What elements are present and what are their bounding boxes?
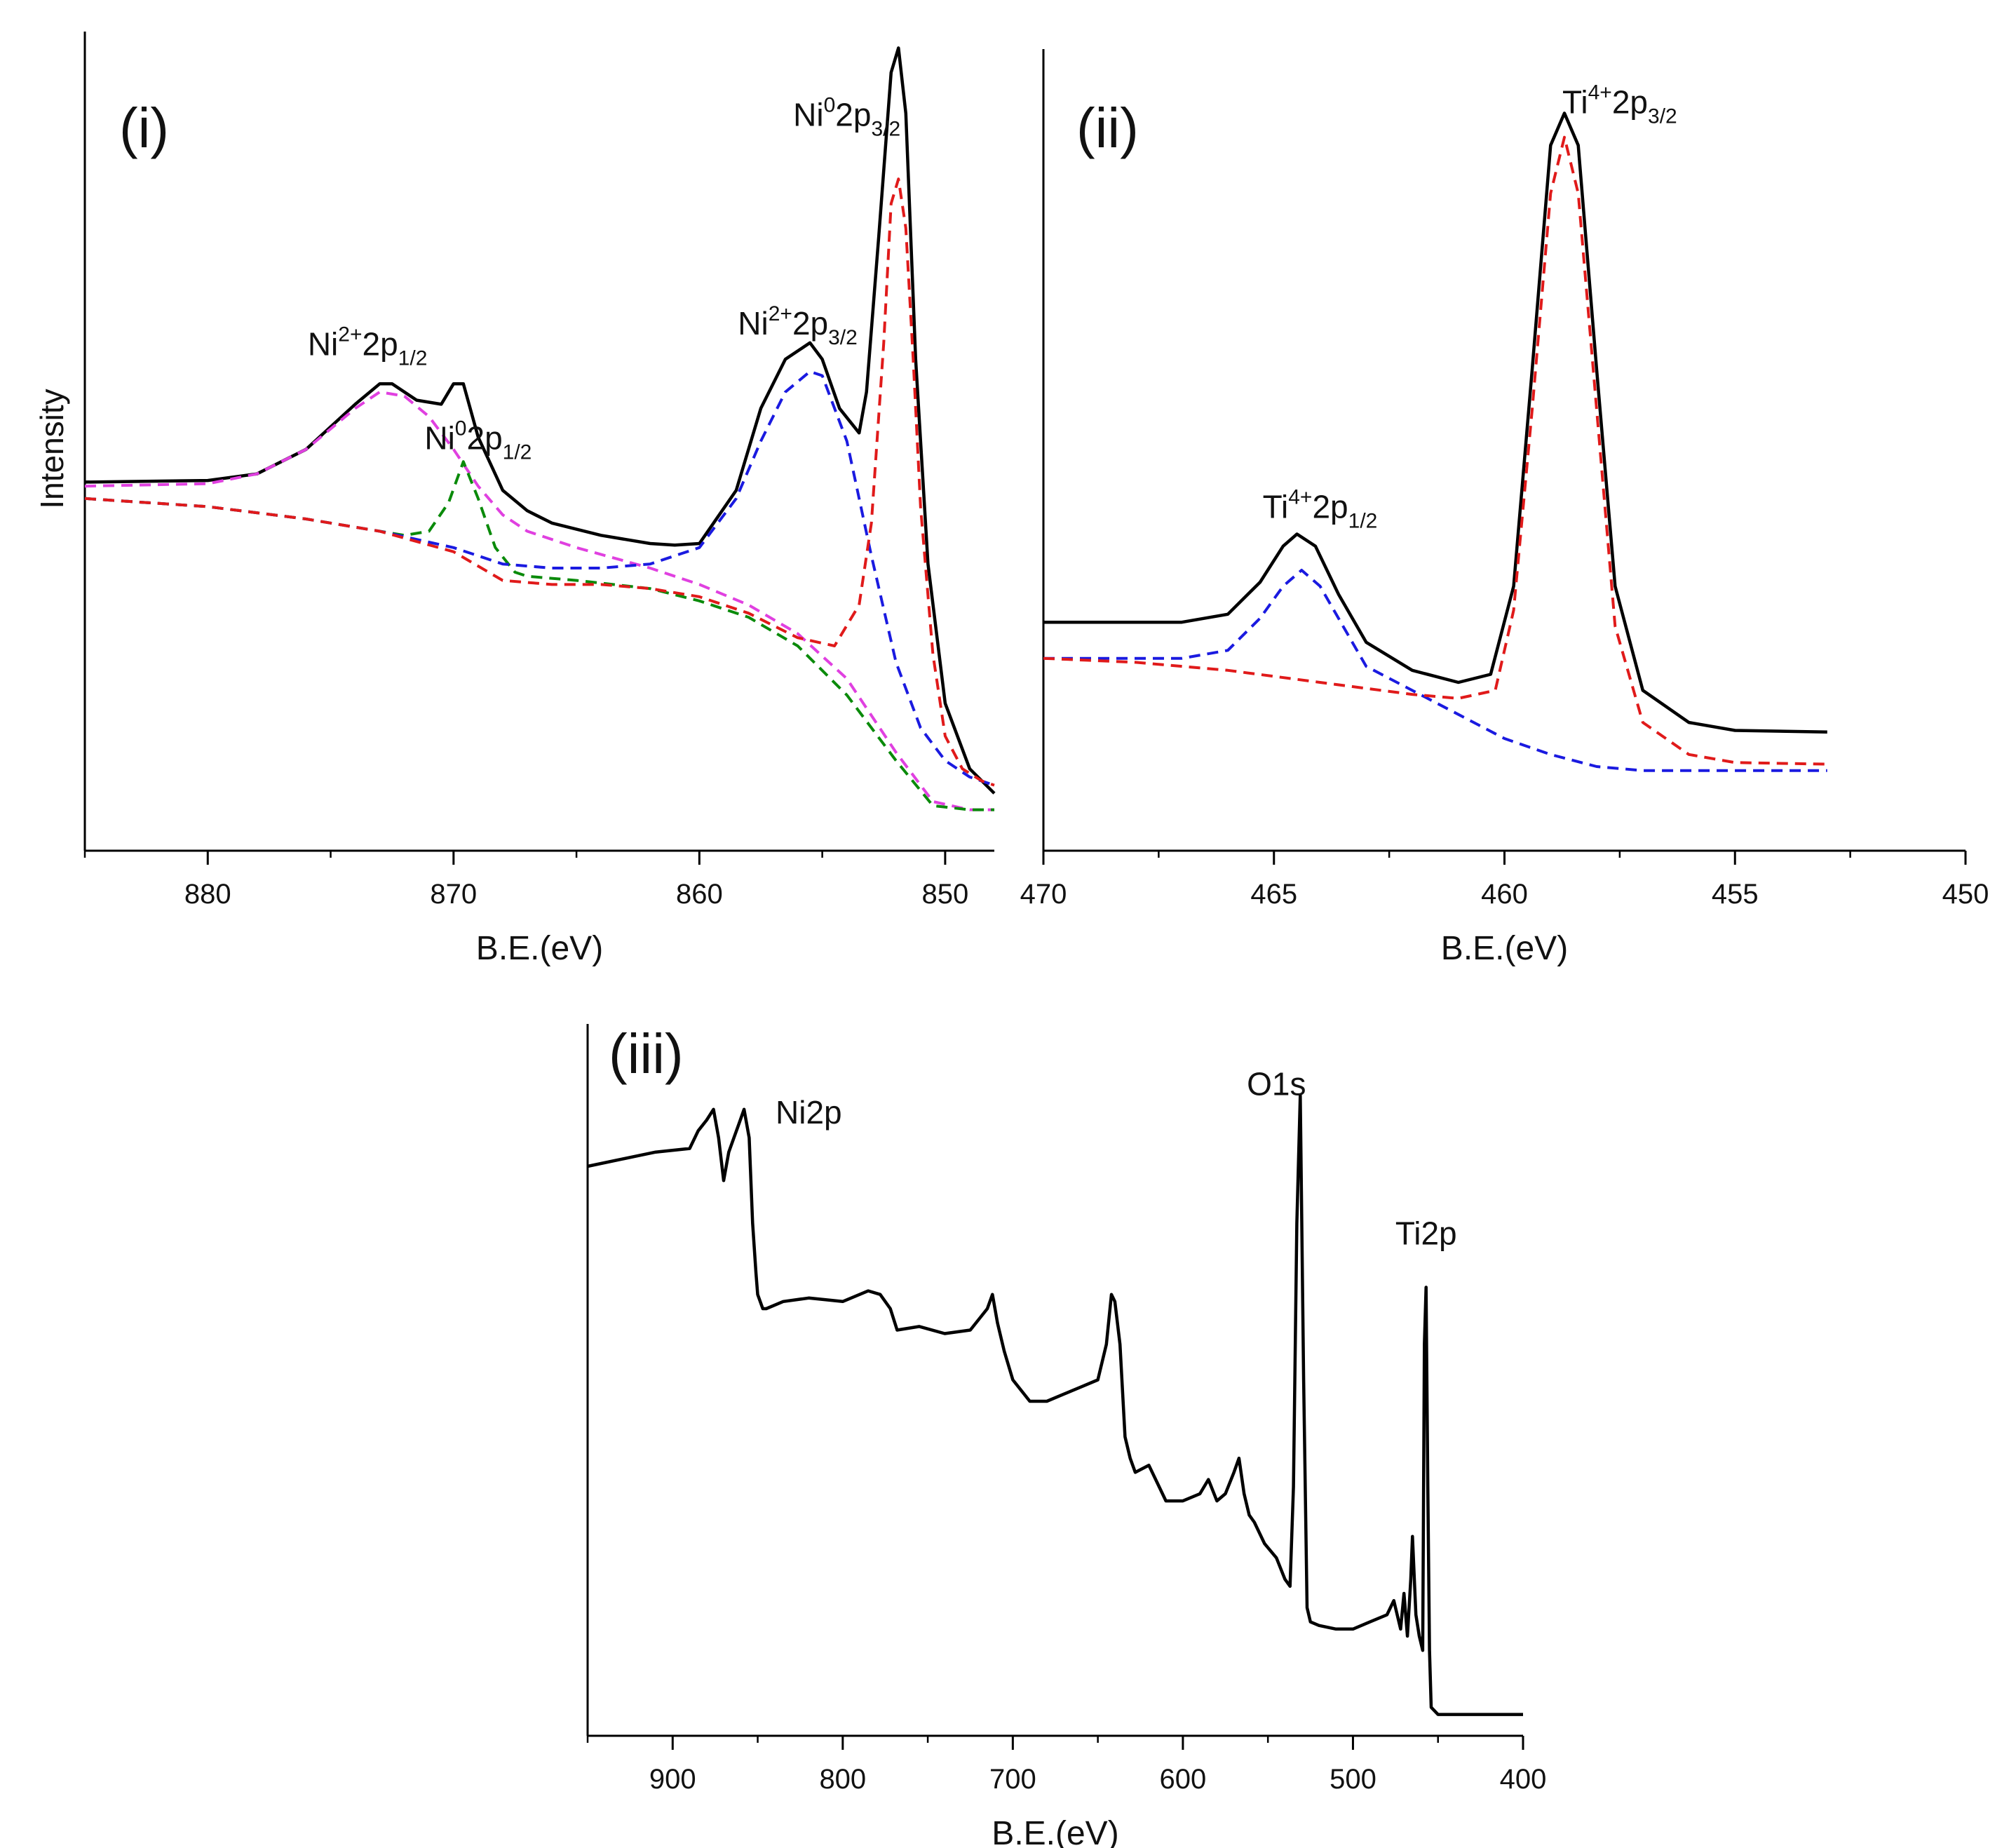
peak-label-ti4-2p12: Ti4+2p1/2 [1263,486,1378,533]
x-tick-label: 700 [989,1764,1036,1795]
peak-label-ni2p: Ni2p [776,1094,842,1131]
x-tick-label: 850 [922,879,969,910]
panel-label: (iii) [609,1023,684,1085]
peak-label-ni0-2p12: Ni02p1/2 [424,417,532,464]
peak-label-ni2-2p12: Ni2+2p1/2 [308,323,428,370]
peak-label-o1s: O1s [1247,1066,1306,1102]
peak-label-ni2-2p32: Ni2+2p3/2 [738,302,858,349]
peak-label-ti2p: Ti2p [1395,1215,1457,1252]
x-axis-title: B.E.(eV) [476,930,603,967]
series-ni2-2p12-fit [84,390,994,811]
x-tick-label: 400 [1500,1764,1547,1795]
panel-label: (ii) [1076,97,1139,159]
x-tick-label: 465 [1250,879,1297,910]
x-tick-label: 870 [430,879,477,910]
x-axis-title: B.E.(eV) [1441,930,1568,967]
panel-i: 880 870 860 850 B.E.(eV) (i) Ni2+2p1/2 Ni02p1/2… [83,32,996,967]
y-axis-label: Intensity [34,389,70,508]
x-tick-label: 470 [1020,879,1067,910]
x-tick-label: 460 [1481,879,1528,910]
x-tick-label: 600 [1160,1764,1207,1795]
series-survey [587,1093,1523,1716]
x-tick-label: 455 [1712,879,1759,910]
series-ni0-2p32-fit [84,177,995,787]
x-tick-label: 800 [819,1764,866,1795]
panel-iii: 900 800 700 600 500 400 B.E.(eV) (iii) Ni2p O1s Ti… [586,1023,1547,1848]
x-tick-label: 500 [1330,1764,1376,1795]
x-axis-title: B.E.(eV) [992,1815,1118,1848]
series-ni0-2p12-fit [84,460,994,811]
peak-label-ni0-2p32: Ni02p3/2 [793,93,900,140]
panel-label: (i) [119,97,169,159]
peak-label-ti4-2p32: Ti4+2p3/2 [1562,81,1677,128]
x-tick-label: 450 [1942,879,1989,910]
x-tick-label: 860 [676,879,723,910]
series-ti4-2p12-fit [1043,569,1827,772]
series-envelope [84,46,996,795]
series-envelope [1043,112,1827,734]
panel-ii: 470 465 460 455 450 B.E.(eV) (ii) Ti4+2p1/2 Ti4+… [1020,49,1989,967]
x-tick-label: 880 [184,879,231,910]
series-ni2-2p32-fit [84,370,995,787]
series-ti4-2p32-fit [1043,135,1827,766]
x-tick-label: 900 [649,1764,696,1795]
